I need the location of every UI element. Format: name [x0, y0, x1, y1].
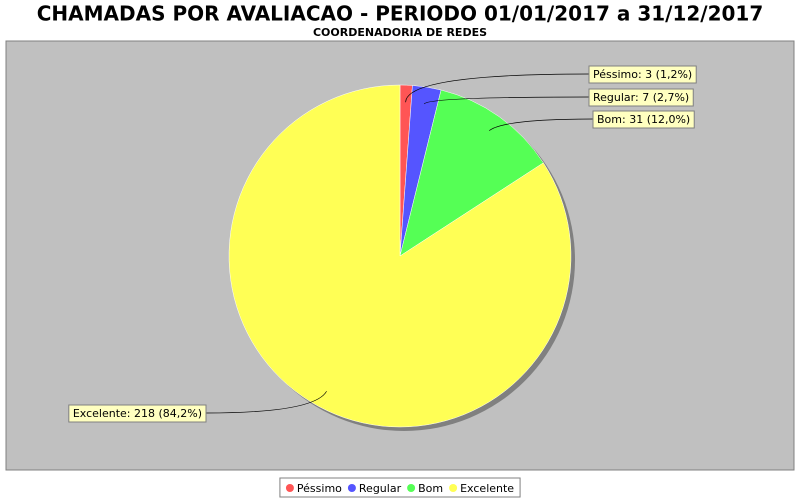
- data-label-group: Regular: 7 (2,7%): [423, 88, 694, 107]
- chart-subtitle: COORDENADORIA DE REDES: [313, 26, 487, 39]
- legend-box: [279, 477, 521, 498]
- label-link: [423, 96, 590, 105]
- data-label: Regular: 7 (2,7%): [593, 91, 689, 104]
- data-label: Bom: 31 (12,0%): [597, 113, 690, 126]
- data-label-box: [592, 110, 695, 129]
- label-link: [405, 73, 590, 103]
- data-label-group: Excelente: 218 (84,2%): [68, 391, 327, 423]
- chart-title: CHAMADAS POR AVALIACAO - PERIODO 01/01/2…: [37, 2, 764, 26]
- legend-marker: [285, 484, 294, 492]
- data-label: Excelente: 218 (84,2%): [73, 407, 202, 420]
- legend-label: Bom: [418, 482, 443, 495]
- legend-label: Excelente: [460, 482, 514, 495]
- label-link: [205, 391, 327, 414]
- label-link: [489, 118, 594, 131]
- legend-label: Péssimo: [297, 482, 342, 495]
- legend-marker: [407, 484, 416, 492]
- legend: Péssimo Regular Bom Excelente: [279, 477, 521, 498]
- legend-marker: [347, 484, 356, 492]
- data-label-box: [588, 65, 697, 84]
- data-label-group: Bom: 31 (12,0%): [489, 110, 695, 131]
- pie-slice: [399, 89, 544, 257]
- data-label-box: [68, 404, 207, 423]
- legend-label: Regular: [359, 482, 402, 495]
- pie-slice: [228, 84, 572, 428]
- legend-marker: [449, 484, 458, 492]
- data-label-group: Péssimo: 3 (1,2%): [405, 65, 697, 103]
- data-label: Péssimo: 3 (1,2%): [593, 68, 692, 81]
- data-label-box: [588, 88, 694, 107]
